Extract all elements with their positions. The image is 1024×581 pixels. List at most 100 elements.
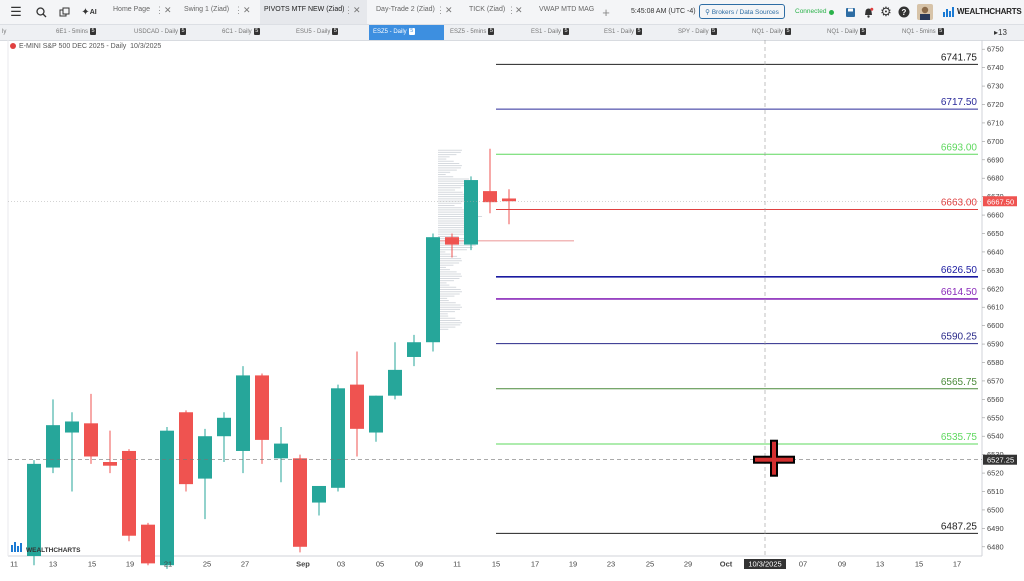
y-tick-label: 6540	[987, 432, 1004, 441]
tab-menu-icon[interactable]: ⋮	[344, 5, 353, 15]
tab-menu-icon[interactable]: ⋮	[507, 5, 516, 15]
pivot-label: 6590.25	[941, 332, 978, 343]
x-tick-label: 17	[953, 560, 961, 569]
symbol-label: NQ1 - Daily	[827, 29, 859, 35]
symbol-tab[interactable]: ES1 - Daily 5	[604, 25, 643, 40]
symbol-tab[interactable]: SPY - Daily 5	[678, 25, 717, 40]
candle-body	[331, 388, 345, 488]
close-icon[interactable]: ✕	[445, 5, 453, 15]
tab-menu-icon[interactable]: ⋮	[155, 5, 164, 15]
x-tick-label: 25	[203, 560, 211, 569]
candle-body	[388, 369, 402, 396]
symbol-badge: 5	[860, 27, 867, 35]
candle-body	[464, 180, 478, 245]
chart-title: E-MINI S&P 500 DEC 2025 - Daily 10/3/202…	[10, 43, 161, 50]
chart-date: 10/3/2025	[130, 43, 162, 50]
pivot-label: 6693.00	[941, 142, 978, 153]
close-icon[interactable]: ✕	[164, 5, 172, 15]
chart-area[interactable]: 6480 6490 6500 6510 6520 6530 6540 6550 6560 6570…	[0, 40, 1024, 581]
y-tick-label: 6710	[987, 118, 1004, 127]
y-tick-label: 6600	[987, 321, 1004, 330]
tab-label: Swing 1 (Ziad)	[184, 6, 230, 13]
candle-body	[141, 524, 155, 564]
symbol-label: USDCAD - Daily	[134, 29, 179, 35]
close-icon[interactable]: ✕	[515, 5, 523, 15]
connection-status: Connected	[795, 8, 827, 15]
y-tick-label: 6520	[987, 469, 1004, 478]
tab-tick[interactable]: TICK (Ziad) ⋮ ✕	[465, 0, 531, 24]
symbol-tab[interactable]: ESZ5 - 5mins 5	[450, 25, 495, 40]
y-tick-label: 6620	[987, 284, 1004, 293]
x-tick-label: 15	[492, 560, 500, 569]
avatar[interactable]	[916, 3, 934, 21]
symbol-badge: 5	[710, 27, 717, 35]
brokers-data-sources-button[interactable]: ⚲ Brokers / Data Sources	[699, 4, 785, 19]
symbol-tab[interactable]: NQ1 - 5mins 5	[902, 25, 944, 40]
pivot-label: 6663.00	[941, 198, 978, 209]
close-icon[interactable]: ✕	[243, 5, 251, 15]
tab-home-page[interactable]: Home Page ⋮ ✕	[109, 0, 179, 24]
more-symbols-button[interactable]: ▸13	[994, 25, 1007, 40]
help-icon[interactable]: ?	[896, 4, 912, 20]
symbol-tab[interactable]: 6C1 - Daily 5	[222, 25, 260, 40]
price-chart[interactable]: 6480 6490 6500 6510 6520 6530 6540 6550 6560 6570…	[0, 40, 1024, 576]
close-icon[interactable]: ✕	[353, 5, 361, 15]
tab-vwap-mtd-mag[interactable]: VWAP MTD MAG	[535, 0, 597, 24]
more-symbols-count: 13	[998, 28, 1007, 37]
gear-icon[interactable]: ⚙	[880, 4, 892, 19]
ai-icon[interactable]: ✦ AI	[81, 6, 97, 18]
layers-icon[interactable]	[56, 4, 72, 20]
symbol-badge: 5	[408, 27, 415, 35]
last-price-label: 6667.50	[987, 197, 1014, 206]
candle-body	[179, 412, 193, 485]
symbol-label: ESU5 - Daily	[296, 29, 331, 35]
search-icon[interactable]	[33, 4, 49, 20]
symbol-label: SPY - Daily	[678, 29, 709, 35]
y-tick-label: 6610	[987, 303, 1004, 312]
symbol-label: NQ1 - 5mins	[902, 29, 936, 35]
x-tick-label: 09	[838, 560, 846, 569]
instrument-name: E-MINI S&P 500 DEC 2025 - Daily	[19, 43, 127, 50]
x-tick-label: 09	[415, 560, 423, 569]
symbol-label: NQ1 - Daily	[752, 29, 784, 35]
y-tick-label: 6740	[987, 63, 1004, 72]
menu-icon[interactable]: ☰	[10, 4, 22, 19]
top-toolbar: ☰ ✦ AI Home Page ⋮ ✕ Swing 1 (Ziad) ⋮ ✕ P…	[0, 0, 1024, 25]
notifications-icon[interactable]	[860, 4, 876, 20]
y-tick-label: 6660	[987, 211, 1004, 220]
tab-pivots-mtf-new[interactable]: PIVOTS MTF NEW (Ziad) ⋮ ✕	[260, 0, 367, 24]
symbol-tab[interactable]: NQ1 - Daily 5	[752, 25, 792, 40]
y-tick-label: 6720	[987, 100, 1004, 109]
crosshair-date-label: 10/3/2025	[748, 560, 781, 569]
save-icon[interactable]	[842, 4, 858, 20]
y-tick-label: 6750	[987, 45, 1004, 54]
symbol-tab[interactable]: NQ1 - Daily 5	[827, 25, 867, 40]
symbol-badge: 5	[253, 27, 260, 35]
symbol-tab[interactable]: ES1 - Daily 5	[531, 25, 570, 40]
symbol-tab[interactable]: ESU5 - Daily 5	[296, 25, 339, 40]
symbol-tab-partial[interactable]: ly	[2, 29, 7, 35]
x-tick-label: 13	[876, 560, 884, 569]
tab-menu-icon[interactable]: ⋮	[436, 5, 445, 15]
candle-body	[483, 191, 497, 203]
symbol-tab[interactable]: 6E1 - 5mins 5	[56, 25, 97, 40]
x-tick-label: 21	[164, 560, 172, 569]
symbol-label: ESZ5 - 5mins	[450, 29, 487, 35]
candle-body	[407, 342, 421, 357]
symbol-badge: 5	[488, 27, 495, 35]
x-tick-label: 11	[10, 560, 18, 569]
pivot-label: 6626.50	[941, 265, 978, 276]
symbol-tab[interactable]: USDCAD - Daily 5	[134, 25, 187, 40]
symbol-label: ES1 - Daily	[604, 29, 635, 35]
symbol-label: 6C1 - Daily	[222, 29, 252, 35]
candle-body	[502, 198, 516, 202]
tab-menu-icon[interactable]: ⋮	[234, 5, 243, 15]
add-tab-icon[interactable]: +	[602, 4, 610, 20]
x-tick-label: Oct	[720, 560, 733, 569]
pivot-label: 6741.75	[941, 52, 978, 63]
tab-swing-1[interactable]: Swing 1 (Ziad) ⋮ ✕	[180, 0, 258, 24]
tab-day-trade-2[interactable]: Day-Trade 2 (Ziad) ⋮ ✕	[372, 0, 462, 24]
symbol-tab-active[interactable]: ESZ5 - Daily 5	[369, 25, 444, 40]
candle-body	[426, 237, 440, 343]
y-tick-label: 6500	[987, 505, 1004, 514]
